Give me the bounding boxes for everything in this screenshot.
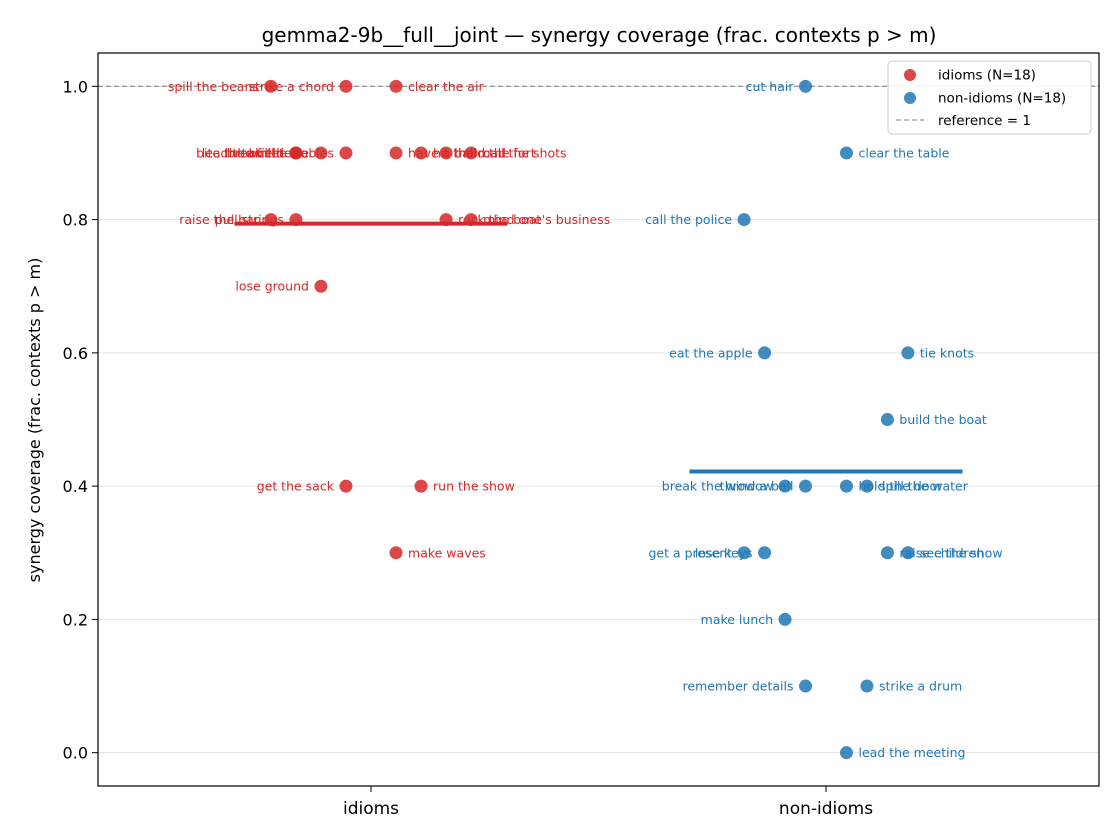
data-point bbox=[389, 79, 403, 93]
data-points bbox=[264, 79, 915, 760]
point-label: turn the tables bbox=[242, 145, 334, 160]
point-label: have a ball bbox=[408, 145, 477, 160]
data-point bbox=[464, 146, 478, 160]
data-point bbox=[339, 479, 353, 493]
point-label: break the window bbox=[662, 479, 773, 494]
point-label: make waves bbox=[408, 545, 486, 560]
legend-idioms-label: idioms (N=18) bbox=[938, 68, 1036, 84]
point-label: strike a drum bbox=[879, 679, 962, 694]
y-axis-label: synergy coverage (frac. contexts p > m) bbox=[25, 258, 44, 583]
point-label: call the police bbox=[645, 212, 732, 227]
data-point bbox=[737, 213, 751, 227]
data-point bbox=[778, 612, 792, 626]
point-label: tie knots bbox=[920, 345, 974, 360]
data-point bbox=[389, 546, 403, 560]
point-label: cut hair bbox=[746, 79, 795, 94]
point-label: throw a ball bbox=[720, 479, 794, 494]
data-point bbox=[860, 679, 874, 693]
point-label: hold the fort bbox=[458, 145, 536, 160]
plot-frame bbox=[97, 52, 1100, 787]
x-tick-label-non-idioms: non-idioms bbox=[779, 799, 873, 819]
data-point bbox=[439, 146, 453, 160]
data-point bbox=[901, 546, 915, 560]
y-tick-label: 0.4 bbox=[63, 477, 88, 496]
legend-non-idioms-marker bbox=[904, 92, 916, 104]
point-label: make lunch bbox=[701, 612, 773, 627]
legend-non-idioms-label: non-idioms (N=18) bbox=[938, 91, 1066, 107]
data-point bbox=[839, 146, 853, 160]
chart-title: gemma2-9b__full__joint — synergy coverag… bbox=[262, 23, 937, 47]
point-label: lead the meeting bbox=[858, 745, 965, 760]
point-label: lose keys bbox=[695, 545, 753, 560]
point-label: raise the bar bbox=[179, 212, 260, 227]
y-tick-label: 1.0 bbox=[63, 77, 88, 96]
point-label: see the show bbox=[920, 545, 1003, 560]
data-point bbox=[389, 146, 403, 160]
mean-lines bbox=[234, 221, 963, 474]
data-point bbox=[799, 679, 813, 693]
legend: idioms (N=18) non-idioms (N=18) referenc… bbox=[887, 60, 1092, 135]
y-axis-ticks: 0.0 0.2 0.4 0.6 0.8 1.0 bbox=[63, 77, 98, 763]
data-point bbox=[314, 279, 328, 293]
y-tick-label: 0.8 bbox=[63, 211, 88, 230]
y-tick-label: 0.2 bbox=[63, 610, 88, 629]
point-label: strike a chord bbox=[249, 79, 334, 94]
data-point bbox=[289, 213, 303, 227]
data-point bbox=[264, 79, 278, 93]
point-label: mind one's business bbox=[483, 212, 610, 227]
data-point bbox=[264, 213, 278, 227]
data-point bbox=[839, 746, 853, 760]
data-point bbox=[464, 213, 478, 227]
data-point bbox=[880, 413, 894, 426]
point-label: get a present bbox=[648, 545, 732, 560]
point-label: pull strings bbox=[215, 212, 284, 227]
data-point bbox=[880, 546, 894, 560]
point-label: lose ground bbox=[235, 279, 309, 294]
data-point bbox=[839, 479, 853, 493]
x-tick-label-idioms: idioms bbox=[343, 799, 399, 819]
data-point bbox=[439, 213, 453, 227]
y-tick-label: 0.6 bbox=[63, 344, 88, 363]
point-label: run the show bbox=[433, 479, 515, 494]
point-label: build the boat bbox=[899, 412, 986, 427]
point-label: eat the apple bbox=[669, 345, 753, 360]
data-point bbox=[339, 146, 353, 160]
legend-box bbox=[887, 60, 1092, 135]
data-point bbox=[289, 146, 303, 160]
legend-idioms-marker bbox=[904, 69, 916, 81]
x-axis-ticks: idioms non-idioms bbox=[343, 786, 873, 819]
point-label: remember details bbox=[683, 679, 794, 694]
point-label: hold the door bbox=[858, 479, 943, 494]
point-label: bite the bullet bbox=[196, 145, 284, 160]
data-point bbox=[799, 479, 813, 493]
point-label: lead the field bbox=[202, 145, 284, 160]
data-point bbox=[901, 346, 915, 360]
point-label: clear the table bbox=[858, 145, 949, 160]
data-point bbox=[799, 79, 813, 93]
data-point bbox=[758, 546, 772, 560]
data-point bbox=[414, 146, 428, 160]
legend-reference-label: reference = 1 bbox=[938, 113, 1031, 129]
data-point bbox=[314, 146, 328, 160]
point-label: get the sack bbox=[257, 479, 335, 494]
point-label: spill the water bbox=[879, 479, 969, 494]
data-point bbox=[860, 479, 874, 493]
data-point bbox=[758, 346, 772, 360]
point-label: raise children bbox=[899, 545, 984, 560]
data-point bbox=[778, 479, 792, 493]
data-point bbox=[737, 546, 751, 560]
point-label: clear the air bbox=[408, 79, 484, 94]
y-tick-label: 0.0 bbox=[63, 744, 88, 763]
point-label: break the ice bbox=[227, 145, 309, 160]
point-label: call the shots bbox=[483, 145, 566, 160]
data-point bbox=[339, 79, 353, 93]
point-label: rock the boat bbox=[458, 212, 541, 227]
data-point bbox=[414, 479, 428, 493]
point-label: hit the road bbox=[433, 145, 506, 160]
point-label: spill the beans bbox=[168, 79, 259, 94]
